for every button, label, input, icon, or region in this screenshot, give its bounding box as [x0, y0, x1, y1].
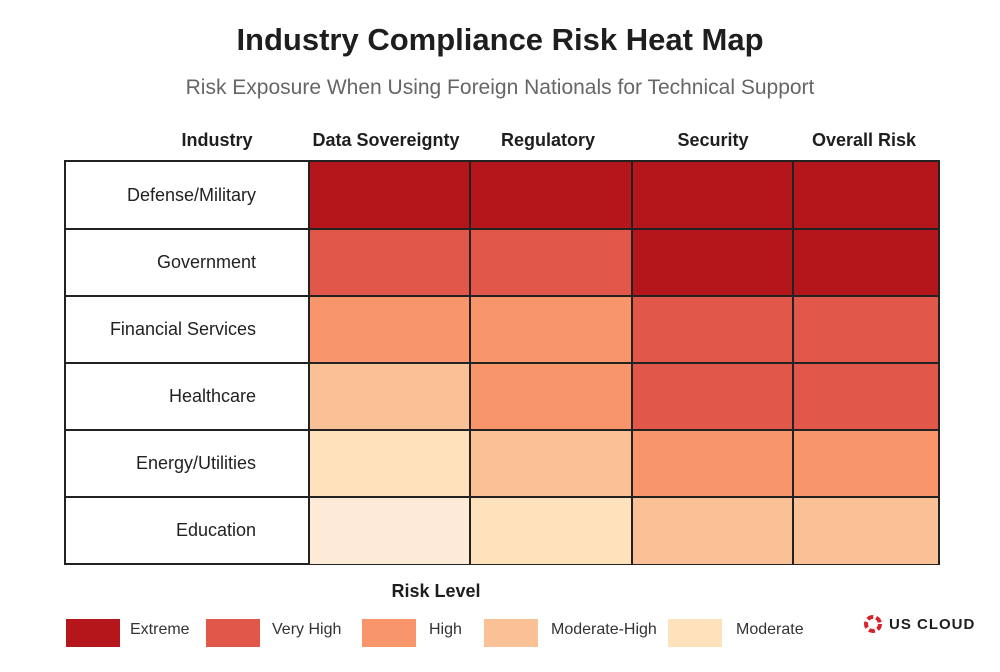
- heatmap-row: Financial Services: [66, 296, 938, 363]
- grid-row-divider: [66, 228, 938, 230]
- heatmap-cell: [631, 497, 792, 564]
- heatmap-cell: [792, 363, 938, 430]
- row-label: Defense/Military: [126, 185, 256, 205]
- legend-label: Moderate: [736, 621, 804, 638]
- heatmap-cell: [631, 296, 792, 363]
- legend-title: Risk Level: [391, 581, 481, 601]
- heatmap-cell: [792, 229, 938, 296]
- grid-row-divider: [66, 429, 938, 431]
- heatmap-cell: [308, 363, 469, 430]
- heatmap-row: Government: [66, 229, 938, 296]
- row-label: Financial Services: [109, 319, 256, 339]
- legend-label: Extreme: [130, 621, 190, 638]
- brand-name: US CLOUD: [889, 615, 976, 633]
- legend-label: Very High: [272, 621, 342, 638]
- heatmap-cell: [792, 497, 938, 564]
- heatmap-cell: [469, 296, 631, 363]
- heatmap-cell: [469, 430, 631, 497]
- heatmap-cell: [469, 162, 631, 229]
- column-header: Regulatory: [500, 130, 596, 150]
- row-header-label: Industry: [181, 130, 253, 150]
- row-label: Energy/Utilities: [135, 453, 256, 473]
- grid-row-divider: [66, 362, 938, 364]
- heatmap-cell: [631, 363, 792, 430]
- heatmap-row: Energy/Utilities: [66, 430, 938, 497]
- heatmap-cell: [792, 162, 938, 229]
- heatmap-cell: [308, 430, 469, 497]
- brand-logo: US CLOUD: [864, 612, 975, 636]
- chart-title: Industry Compliance Risk Heat Map: [236, 22, 764, 57]
- legend-swatch: [362, 619, 416, 647]
- heatmap-cell: [792, 430, 938, 497]
- legend-swatch: [206, 619, 260, 647]
- heatmap-cell: [469, 363, 631, 430]
- heatmap-cell: [308, 162, 469, 229]
- legend-label: Moderate-High: [551, 621, 657, 638]
- legend-swatch: [668, 619, 722, 647]
- heatmap-cell: [469, 497, 631, 564]
- cloud-logo-icon: [864, 615, 882, 633]
- legend-label: High: [429, 621, 462, 638]
- row-label: Healthcare: [168, 386, 256, 406]
- legend-swatch: [484, 619, 538, 647]
- heatmap-cell: [308, 497, 469, 564]
- column-header: Data Sovereignty: [312, 130, 460, 150]
- row-label: Government: [156, 252, 256, 272]
- heatmap-cell: [631, 430, 792, 497]
- column-header: Overall Risk: [811, 130, 917, 150]
- heatmap-cell: [469, 229, 631, 296]
- heatmap-cell: [308, 229, 469, 296]
- grid-row-divider: [66, 295, 938, 297]
- legend-swatch: [66, 619, 120, 647]
- heatmap-cell: [792, 296, 938, 363]
- heatmap-grid: Defense/Military Government Financial Serv…: [64, 160, 940, 565]
- chart-subtitle: Risk Exposure When Using Foreign Nationa…: [185, 76, 815, 99]
- column-header: Security: [677, 130, 749, 150]
- grid-row-divider: [66, 496, 938, 498]
- heatmap-cell: [631, 162, 792, 229]
- heatmap-row: Education: [66, 497, 938, 564]
- heatmap-row: Defense/Military: [66, 162, 938, 229]
- heatmap-row: Healthcare: [66, 363, 938, 430]
- heatmap-cell: [308, 296, 469, 363]
- heatmap-cell: [631, 229, 792, 296]
- row-label: Education: [175, 520, 256, 540]
